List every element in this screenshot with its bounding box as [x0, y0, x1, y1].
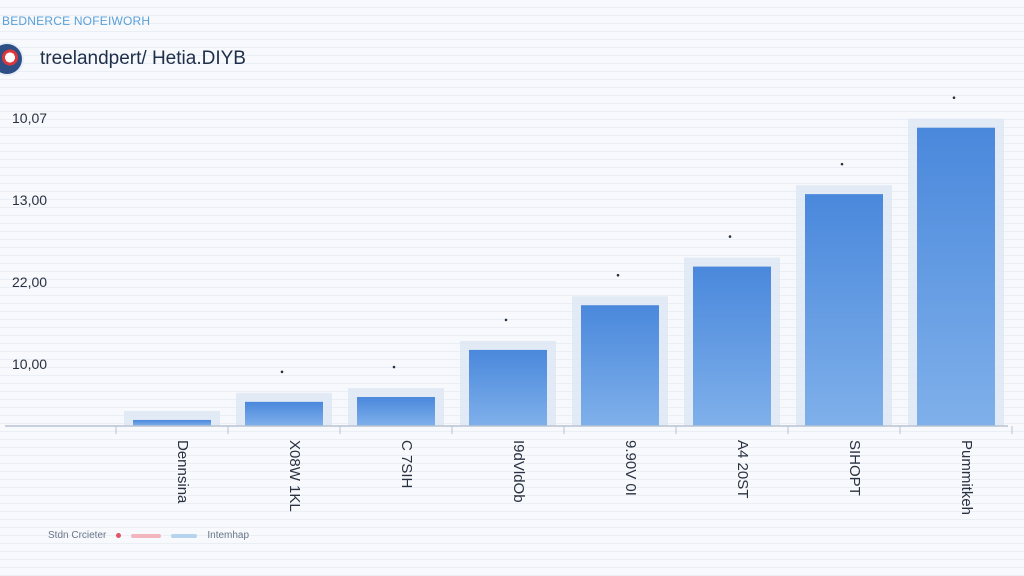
bar-marker-dot — [952, 96, 956, 99]
legend-right-label: Intemhap — [207, 530, 250, 541]
x-tick-label: 9.90V 0I — [622, 440, 639, 496]
bar — [581, 305, 659, 426]
legend-dot-marker — [116, 533, 122, 538]
chart-title: treelandpert/ Hetia.DIYB — [40, 48, 246, 69]
bar — [133, 419, 211, 426]
y-axis-ticks: 10,00 22,00 13,00 10,07 — [12, 110, 47, 372]
legend-swatch-blue — [171, 533, 198, 538]
y-tick-label: 13,00 — [12, 192, 47, 208]
x-axis — [5, 425, 1013, 434]
bar — [469, 349, 547, 426]
legend-swatch-red — [131, 533, 162, 538]
bar-marker-dot — [504, 318, 508, 322]
bar — [805, 194, 883, 426]
chart-header: treelandpert/ Hetia.DIYB — [0, 42, 246, 76]
x-tick-label: I9dVldOb — [510, 440, 527, 503]
bar — [357, 397, 435, 426]
x-tick-label: Dennsina — [174, 440, 191, 504]
bar-marker-dot — [616, 273, 620, 277]
y-tick-label: 10,07 — [12, 110, 47, 126]
bar — [245, 401, 323, 426]
x-tick-label: C 7SIH — [398, 440, 415, 488]
bar-marker-dot — [280, 370, 284, 374]
bar — [917, 127, 995, 426]
bars-layer — [124, 96, 1004, 426]
legend-left-label: Stdn Crcieter — [48, 530, 107, 541]
x-tick-label: X08W 1KL — [286, 440, 303, 512]
bar-marker-dot — [728, 235, 732, 238]
legend: Stdn Crcieter Intemhap — [48, 530, 249, 541]
x-tick-label: Pummitkeh — [958, 440, 975, 515]
bar-marker-dot — [840, 162, 844, 166]
x-tick-label: A4 20ST — [734, 440, 751, 498]
bar-marker-dot — [392, 365, 396, 369]
x-tick-label: SIHOPT — [846, 440, 863, 496]
x-axis-ticks: Dennsina X08W 1KL C 7SIH I9dVldOb 9.90V 0I A4… — [174, 440, 975, 515]
brand-logo-icon — [0, 44, 22, 74]
y-tick-label: 10,00 — [12, 356, 47, 372]
top-label: BEDNERCE NOFEIWORH — [2, 14, 151, 28]
y-tick-label: 22,00 — [12, 274, 47, 290]
bar — [693, 266, 771, 426]
